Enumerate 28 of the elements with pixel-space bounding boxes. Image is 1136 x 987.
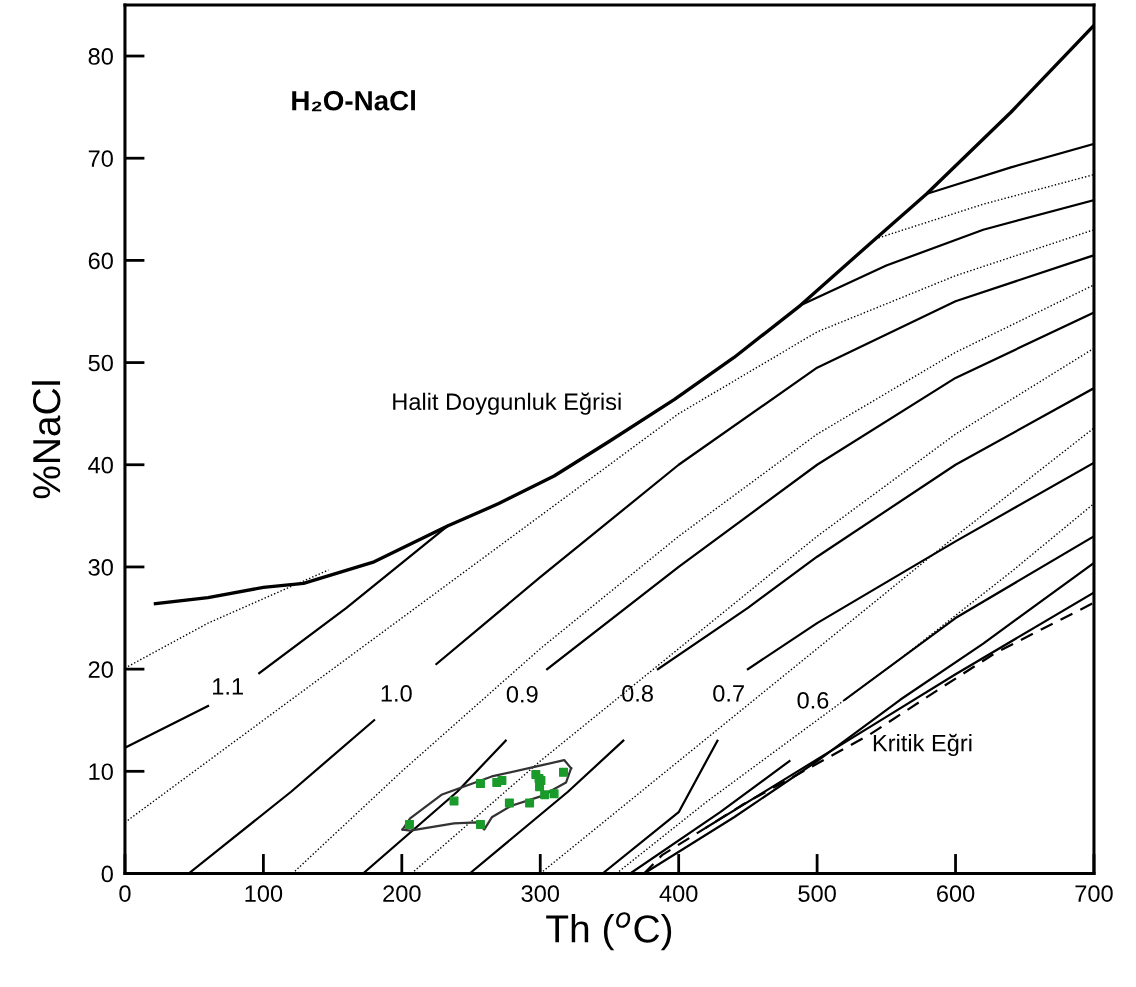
annotation: H₂O-NaCl [292, 90, 415, 112]
annotation: Kritik Eğri [873, 733, 972, 757]
x-tick-label: 200 [383, 885, 421, 902]
x-tick-label: 300 [521, 885, 560, 902]
x-tick-label: 0 [119, 885, 131, 902]
annotation: 0.7 [713, 685, 744, 702]
y-tick-label: 0 [101, 865, 113, 883]
y-tick-label: 60 [88, 252, 113, 270]
y-tick-label: 30 [88, 559, 113, 576]
x-tick-label: 100 [245, 885, 283, 902]
y-tick-label: 50 [88, 354, 113, 372]
y-tick-label: 20 [88, 661, 113, 678]
annotation: 0.8 [622, 685, 653, 702]
y-tick-label: 40 [88, 456, 113, 474]
annotation: 0.9 [506, 685, 538, 703]
y-axis-title: %NaCl [31, 381, 61, 499]
annotation: 1.1 [213, 678, 243, 695]
annotation: Halit Doygunluk Eğrisi [393, 392, 621, 415]
x-tick-label: 400 [659, 885, 698, 902]
y-tick-label: 10 [89, 763, 113, 781]
annotation: 1.0 [381, 685, 412, 702]
y-tick-label: 70 [88, 150, 113, 167]
x-tick-label: 700 [1075, 885, 1113, 902]
annotation: 0.6 [797, 692, 829, 709]
x-tick-label: 600 [937, 885, 975, 902]
x-axis-title: Th ($^{o}$C) [546, 912, 672, 951]
y-tick-label: 80 [88, 48, 113, 65]
x-tick-label: 500 [798, 885, 836, 902]
